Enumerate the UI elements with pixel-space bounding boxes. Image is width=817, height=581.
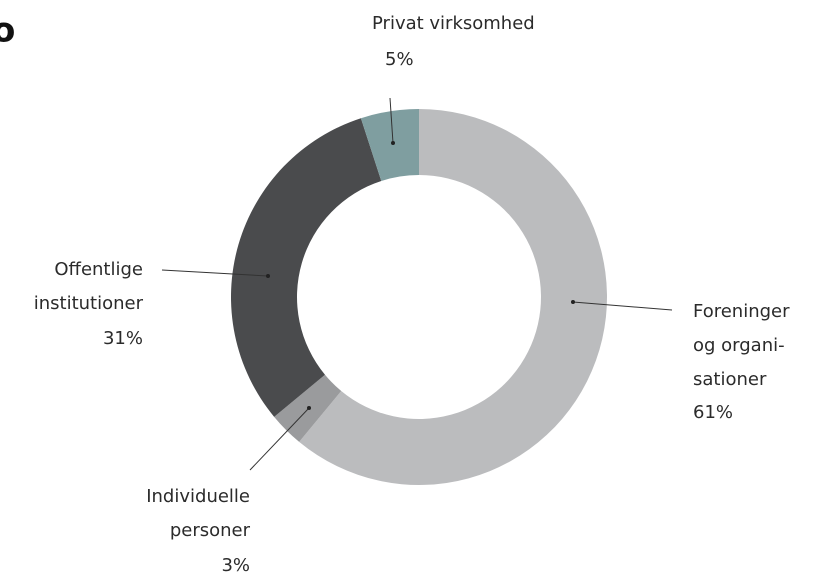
slice-label: Privat virksomhed (372, 13, 535, 34)
donut-slice (360, 109, 419, 181)
chart-title: o (0, 11, 15, 51)
slice-label: Individuelle (146, 486, 250, 507)
slice-label: Foreninger (693, 301, 790, 322)
slice-label: og organi- (693, 335, 785, 356)
value-label: 3% (221, 555, 250, 576)
value-label: 61% (693, 402, 733, 423)
leader-dot (571, 300, 575, 304)
donut-slice (231, 118, 382, 417)
value-label: 5% (385, 49, 414, 70)
slice-label: sationer (693, 369, 767, 390)
leader-line (572, 301, 673, 311)
leader-dot (391, 141, 395, 145)
leader-line (389, 97, 394, 144)
donut-slice (299, 109, 607, 485)
slice-label: personer (170, 520, 251, 541)
value-label: 31% (103, 328, 143, 349)
leader-dot (307, 406, 311, 410)
leader-line (249, 407, 310, 471)
slice-label: institutioner (34, 293, 144, 314)
slice-label: Offentlige (54, 259, 143, 280)
leader-dot (266, 274, 270, 278)
leader-line (161, 269, 269, 277)
